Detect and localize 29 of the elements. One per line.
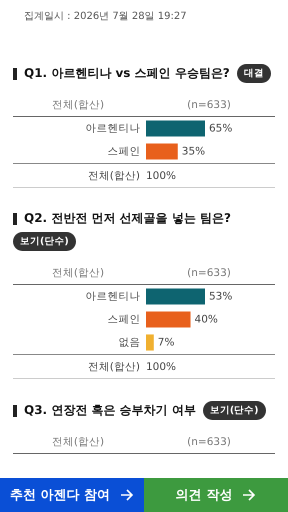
data-label: 53% [209,290,232,302]
data-label: 65% [209,122,232,134]
category-label: 스페인 [108,146,140,158]
category-label: 아르헨티나 [86,122,140,134]
category-label: 없음 [118,336,140,348]
category-label: 아르헨티나 [86,290,140,302]
text: 100% [146,170,176,182]
text: 100% [146,360,176,372]
category-label: 스페인 [108,314,140,326]
chart-title: Q1. 아르헨티나 vs 스페인 우승팀은? [24,65,230,82]
text: 전체(합산) [50,434,106,448]
text: 보기(단수) [13,232,76,251]
text: 의견 작성 [176,487,232,504]
text: (n=633) [186,266,232,278]
chart-title: Q2. 전반전 먼저 선제골을 넣는 팀은? [24,210,231,227]
text: Q3. 연장전 혹은 승부차기 여부 [24,402,196,419]
text: 전체(합산) [86,360,141,374]
text: (n=633) [186,436,232,448]
data-label: 40% [194,314,218,326]
data-label: 35% [182,146,206,158]
text: 집계일시 : 2026년 7월 28일 19:27 [24,10,188,23]
text: 전체(합산) [50,266,106,280]
text: 전체(합산) [50,98,106,112]
text: 전체(합산) [86,168,141,182]
text: 보기(단수) [202,401,266,420]
text: 대결 [236,64,271,83]
text: (n=633) [186,98,232,110]
text: 추천 아젠다 참여 [10,487,110,504]
data-label: 7% [158,336,174,348]
